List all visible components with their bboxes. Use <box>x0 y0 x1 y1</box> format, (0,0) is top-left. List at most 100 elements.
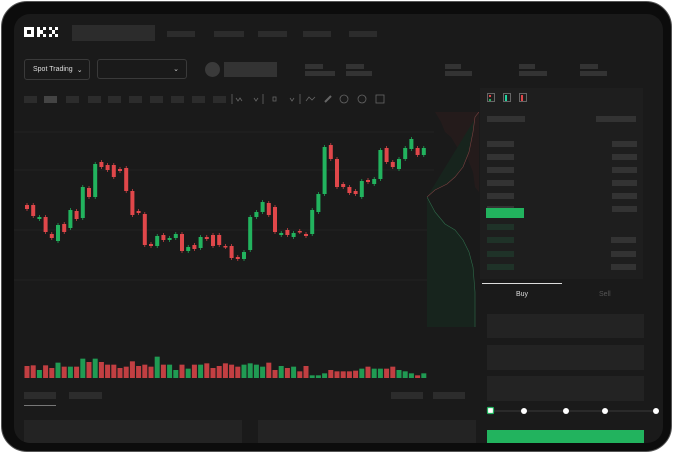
candle <box>297 231 302 233</box>
nav-item[interactable] <box>349 31 377 37</box>
settings-icon <box>339 94 349 104</box>
orderbook-bids-icon[interactable] <box>503 93 511 102</box>
volume-bar <box>278 366 284 378</box>
stat-value <box>346 71 372 76</box>
tab-open-orders[interactable] <box>24 392 56 399</box>
timeframe-button[interactable] <box>129 96 142 103</box>
stat-value <box>519 71 547 76</box>
buy-tab[interactable]: Buy <box>516 291 529 298</box>
tab-order-history[interactable] <box>69 392 102 399</box>
candle <box>80 187 85 218</box>
volume-bar <box>173 370 179 378</box>
ask-amount <box>612 141 637 147</box>
timeframe-button[interactable] <box>44 96 57 103</box>
price-input[interactable] <box>487 314 644 338</box>
candle <box>99 162 104 167</box>
volume-bar <box>154 356 160 378</box>
timeframe-button[interactable] <box>24 96 37 103</box>
chevron-down-icon: ⌄ <box>173 66 179 73</box>
okx-logo[interactable] <box>24 27 62 37</box>
timeframe-button[interactable] <box>192 96 205 103</box>
volume-bar <box>359 368 365 378</box>
candle <box>217 235 222 245</box>
candle <box>254 212 259 217</box>
orders-panel <box>24 420 242 443</box>
candle <box>87 188 91 197</box>
amount-slider[interactable] <box>484 404 663 418</box>
market-type-dropdown[interactable]: Spot Trading ⌄ <box>24 59 90 80</box>
orderbook-both-icon[interactable] <box>487 93 495 102</box>
candle <box>384 148 389 162</box>
search-bar[interactable] <box>72 25 155 41</box>
candle <box>235 257 240 259</box>
timeframe-button[interactable] <box>88 96 101 103</box>
header-amount <box>596 116 636 122</box>
filter-button[interactable] <box>391 392 423 399</box>
bid-amount <box>611 264 636 270</box>
candle <box>273 207 277 232</box>
volume-bar <box>408 373 414 378</box>
nav-item[interactable] <box>303 31 331 37</box>
volume-bar <box>111 364 117 378</box>
tab-underline <box>482 283 562 284</box>
candle <box>304 234 308 236</box>
timeframe-button[interactable] <box>213 96 226 103</box>
volume-bar <box>198 364 204 378</box>
price-display <box>224 62 277 77</box>
stat-label <box>580 64 598 69</box>
candle <box>403 148 408 159</box>
candle <box>390 162 395 167</box>
timeframe-button[interactable] <box>66 96 79 103</box>
volume-bar <box>191 364 197 378</box>
slider-step <box>563 408 569 414</box>
volume-bar <box>241 364 247 378</box>
candle <box>167 238 172 240</box>
candle <box>49 234 54 238</box>
volume-bar <box>148 366 154 378</box>
ask-amount <box>612 180 637 186</box>
drawing-tools <box>231 94 385 104</box>
total-input[interactable] <box>487 376 644 401</box>
volume-bar <box>80 358 86 378</box>
volume-bar <box>179 364 185 378</box>
volume-bar <box>253 364 259 378</box>
amount-input[interactable] <box>487 345 644 370</box>
candle <box>111 165 116 177</box>
candle <box>68 210 73 228</box>
candle <box>25 205 29 209</box>
nav-item[interactable] <box>214 31 244 37</box>
volume-bar <box>260 366 266 378</box>
candle <box>229 246 234 258</box>
candle <box>43 217 48 232</box>
volume-bar <box>390 366 396 378</box>
nav-item[interactable] <box>258 31 287 37</box>
volume-bar <box>43 365 49 378</box>
buy-button[interactable] <box>487 430 644 443</box>
orderbook-asks-icon[interactable] <box>519 93 527 102</box>
stat-label <box>305 64 323 69</box>
pair-dropdown[interactable]: ⌄ <box>97 59 187 79</box>
volume-bar <box>229 364 235 378</box>
sell-tab[interactable]: Sell <box>599 291 611 298</box>
candle-type-icon <box>272 96 277 102</box>
nav-item[interactable] <box>167 31 195 37</box>
volume-bar <box>377 368 383 378</box>
timeframe-button[interactable] <box>150 96 163 103</box>
candle <box>149 244 153 246</box>
volume-bar <box>235 366 241 378</box>
clock-icon <box>357 94 367 104</box>
timeframe-button[interactable] <box>171 96 184 103</box>
candle <box>211 235 215 246</box>
timeframe-button[interactable] <box>108 96 121 103</box>
candle <box>198 237 203 248</box>
volume-bar <box>384 368 390 378</box>
volume-bar <box>396 370 402 378</box>
volume-bar <box>36 370 42 378</box>
volume-bar <box>24 366 30 378</box>
ask-price <box>487 154 514 160</box>
candle <box>322 147 327 194</box>
volume-bar <box>371 368 377 378</box>
candlestick-chart[interactable] <box>14 112 434 382</box>
filter-button[interactable] <box>433 392 465 399</box>
